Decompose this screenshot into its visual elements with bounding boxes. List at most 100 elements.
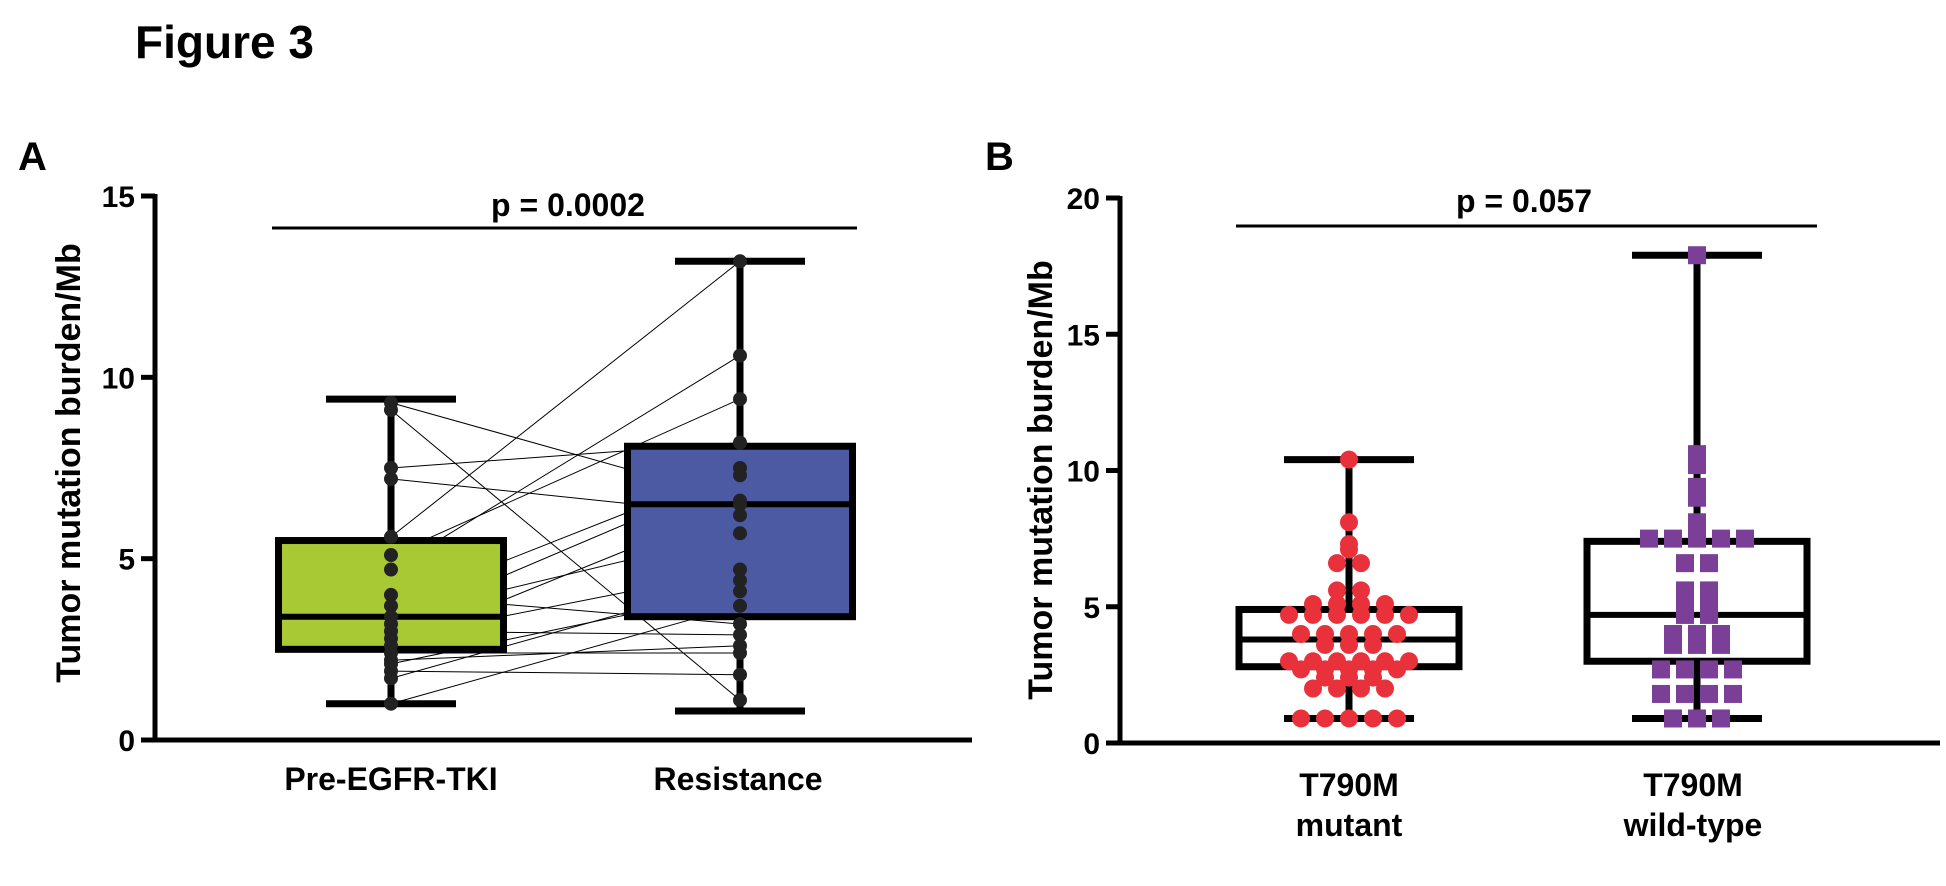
panel-a-point-res-4: [733, 254, 747, 269]
panel-a-point-pre-2: [384, 461, 398, 475]
panel-b-point-g1-17: [1676, 581, 1694, 600]
panel-b-point-g0-45: [1316, 709, 1334, 728]
panel-a-point-pre-3: [384, 471, 398, 486]
panel-b-point-g0-16: [1340, 513, 1358, 532]
panel-b-point-g1-6: [1688, 456, 1706, 475]
panel-a-point-res-3: [733, 508, 747, 523]
panel-a-x-tick-label-1: Pre-EGFR-TKI: [284, 761, 497, 797]
panel-b-label: B: [985, 135, 1014, 179]
panel-b-point-g0-22: [1352, 581, 1370, 600]
panel-a-point-pre-7: [384, 587, 398, 602]
panel-b-y-tick-label-2: 10: [1067, 456, 1100, 489]
panel-a-point-res-10: [733, 468, 747, 483]
panel-a-pair-line-16: [390, 670, 741, 676]
panel-b-point-g0-28: [1304, 605, 1322, 624]
panel-a-point-pre-6: [384, 562, 398, 577]
panel-b-y-tick-label-4: 20: [1067, 183, 1100, 216]
panel-a-point-res-1: [733, 693, 747, 708]
panel-b-x-tick-label-1-line-1: T790M: [1299, 767, 1399, 803]
panel-a-point-res-5: [733, 392, 747, 407]
panel-b-point-g1-9: [1688, 513, 1706, 532]
panel-a-point-res-18: [733, 598, 747, 613]
panel-b-point-g0-35: [1364, 635, 1382, 654]
panel-b-point-g1-29: [1724, 660, 1742, 679]
panel-b-point-g0-3: [1376, 679, 1394, 698]
panel-a-point-pre-1: [384, 402, 398, 417]
panel-b-point-g0-27: [1280, 605, 1298, 624]
panel-a-pair-line-5: [390, 398, 741, 556]
panel-a-point-res-19: [733, 638, 747, 653]
panel-a-y-tick-label-3: 15: [102, 181, 135, 214]
panel-a-label: A: [18, 135, 47, 179]
panel-b-point-g1-23: [1664, 635, 1682, 654]
panel-a-point-pre-4: [384, 529, 398, 544]
panel-b-point-g0-43: [1364, 668, 1382, 687]
panel-b-point-g0-2: [1352, 679, 1370, 698]
panel-a-point-res-17: [733, 573, 747, 588]
panel-a-pair-line-4: [390, 260, 741, 538]
panel-a-point-res-11: [733, 627, 747, 642]
panel-b-point-g1-24: [1688, 635, 1706, 654]
panel-b-point-g1-25: [1712, 635, 1730, 654]
panel-a-point-res-6: [733, 348, 747, 363]
panel-b-point-g1-33: [1724, 684, 1742, 703]
panel-a-point-res-9: [733, 526, 747, 541]
panel-b-point-g0-30: [1352, 605, 1370, 624]
panel-b-point-g1-12: [1688, 529, 1706, 548]
panel-b-point-g0-34: [1340, 635, 1358, 654]
panel-b-x-tick-label-2-line-1: T790M: [1643, 767, 1743, 803]
panel-b-point-g0-36: [1292, 660, 1310, 679]
panel-a-y-axis-label: Tumor mutation burden/Mb: [50, 243, 88, 682]
panel-a-point-pre-19: [384, 653, 398, 668]
panel-b: B Tumor mutation burden/Mb p = 0.057 T79…: [985, 135, 1940, 843]
panel-a-point-res-2: [733, 435, 747, 450]
panel-a-pair-line-1: [390, 409, 741, 701]
panel-b-point-g1-28: [1700, 660, 1718, 679]
panel-b-y-tick-label-1: 5: [1083, 592, 1100, 625]
panel-b-point-g1-15: [1676, 554, 1694, 573]
panel-b-y-tick-label-3: 15: [1067, 319, 1100, 352]
panel-a-point-pre-18: [384, 696, 398, 711]
panel-b-point-g1-11: [1664, 529, 1682, 548]
panel-b-point-g0-46: [1340, 709, 1358, 728]
panel-a-y-tick-label-0: 0: [118, 725, 135, 758]
panel-b-point-g0-29: [1328, 605, 1346, 624]
panel-b-point-g1-21: [1676, 605, 1694, 624]
panel-a-point-res-15: [733, 584, 747, 599]
panel-a: A Tumor mutation burden/Mb p = 0.0002 Pr…: [18, 135, 972, 797]
panel-a-pair-line-18: [390, 605, 741, 705]
panel-a-point-res-13: [733, 497, 747, 512]
panel-b-point-g1-32: [1700, 684, 1718, 703]
panel-b-point-g1-34: [1664, 709, 1682, 728]
panel-b-point-g0-44: [1292, 709, 1310, 728]
panel-a-significance: p = 0.0002: [491, 187, 645, 223]
panel-a-y-tick-label-2: 10: [102, 362, 135, 395]
panel-b-point-g0-1: [1328, 679, 1346, 698]
panel-b-point-g1-30: [1652, 684, 1670, 703]
panel-b-point-g0-48: [1388, 709, 1406, 728]
panel-b-y-tick-label-0: 0: [1083, 728, 1100, 761]
panel-b-point-g0-14: [1388, 625, 1406, 643]
panel-a-point-res-16: [733, 667, 747, 682]
panel-a-point-pre-8: [384, 598, 398, 613]
panel-a-point-pre-5: [384, 548, 398, 563]
panel-a-pair-line-19: [390, 645, 741, 661]
panel-b-x-tick-label-1-line-2: mutant: [1296, 807, 1403, 843]
panel-a-y-tick-label-1: 5: [118, 544, 135, 577]
panel-b-point-g0-15: [1340, 450, 1358, 469]
panel-b-point-g1-36: [1712, 709, 1730, 728]
panel-b-point-g0-18: [1340, 540, 1358, 559]
panel-b-point-g1-4: [1688, 246, 1706, 265]
panel-b-point-g1-27: [1676, 660, 1694, 679]
panel-b-point-g0-47: [1364, 709, 1382, 728]
panel-b-point-g0-10: [1292, 625, 1310, 643]
panel-b-point-g0-33: [1316, 635, 1334, 654]
panel-b-y-axis-label: Tumor mutation burden/Mb: [1022, 260, 1060, 699]
panel-b-point-g0-42: [1340, 668, 1358, 687]
panel-b-point-g0-31: [1376, 605, 1394, 624]
panel-b-significance: p = 0.057: [1456, 183, 1592, 219]
panel-a-point-res-12: [733, 562, 747, 577]
panel-b-point-g0-41: [1316, 668, 1334, 687]
panel-b-point-g1-35: [1688, 709, 1706, 728]
